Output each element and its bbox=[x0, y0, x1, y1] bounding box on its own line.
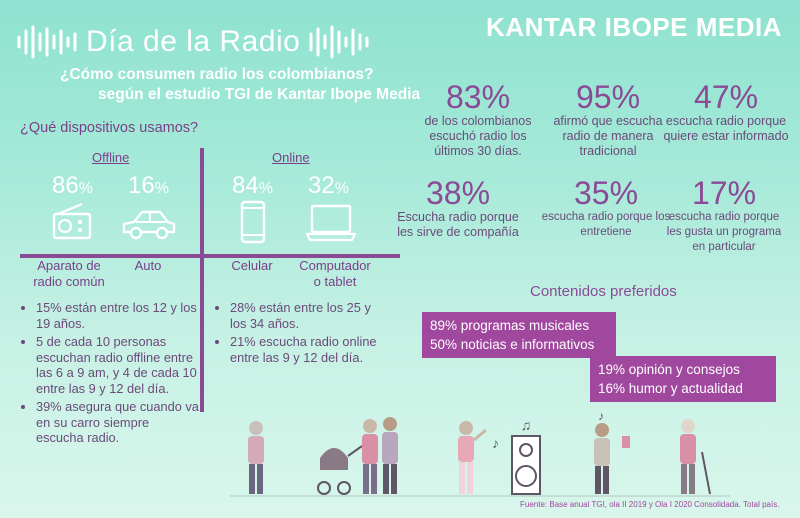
stat-38: 38% Escucha radio porque les sirve de com… bbox=[397, 175, 519, 239]
elderly-figure bbox=[680, 419, 711, 495]
subtitle-line-2: según el estudio TGI de Kantar Ibope Med… bbox=[98, 86, 421, 103]
svg-text:♪: ♪ bbox=[598, 409, 604, 423]
stat-83: 83% de los colombianos escuchó radio los … bbox=[424, 79, 532, 158]
device-label-phone: Celular bbox=[231, 258, 273, 273]
online-heading: Online bbox=[272, 150, 310, 165]
device-percent-car: 16% bbox=[128, 172, 169, 199]
stat-47: 47% escucha radio porque quiere estar inf… bbox=[663, 79, 789, 143]
page-title: Día de la Radio bbox=[86, 25, 301, 58]
horizontal-divider bbox=[20, 254, 400, 258]
stat-95: 95% afirmó que escucha radio de manera tr… bbox=[553, 79, 663, 158]
contenidos-box-2: 19% opinión y consejos 16% humor y actua… bbox=[590, 356, 776, 402]
stroller-figure bbox=[317, 417, 398, 495]
vertical-divider bbox=[200, 148, 204, 412]
device-label-car: Auto bbox=[134, 258, 162, 273]
stat-35: 35% escucha radio porque los entretiene bbox=[541, 175, 671, 238]
subtitle-line-1: ¿Cómo consumen radio los colombianos? bbox=[60, 66, 374, 83]
contenidos-title: Contenidos preferidos bbox=[530, 283, 677, 300]
speaker-figure: ♫ bbox=[511, 417, 541, 495]
people-illustration: ♪ ♫ ♪ bbox=[230, 408, 730, 505]
list-item: 5 de cada 10 personas escuchan radio off… bbox=[36, 334, 200, 396]
device-percent-radio: 86% bbox=[52, 172, 93, 199]
header-title-group: Día de la Radio bbox=[16, 20, 370, 64]
device-percent-laptop: 32% bbox=[308, 172, 349, 199]
list-item: 15% están entre los 12 y los 19 años. bbox=[36, 300, 200, 331]
person-phone-figure: ♪ bbox=[594, 409, 630, 494]
sound-wave-icon bbox=[16, 25, 78, 59]
car-icon bbox=[120, 206, 178, 242]
sound-wave-icon bbox=[308, 25, 370, 59]
dancer-figure: ♪ bbox=[458, 421, 499, 494]
person-figure bbox=[248, 421, 264, 494]
laptop-icon bbox=[306, 204, 356, 242]
offline-heading: Offline bbox=[92, 150, 130, 165]
device-percent-phone: 84% bbox=[232, 172, 273, 199]
list-item: 21% escucha radio online entre las 9 y 1… bbox=[230, 334, 386, 365]
svg-text:♪: ♪ bbox=[492, 435, 499, 451]
devices-question: ¿Qué dispositivos usamos? bbox=[20, 120, 199, 136]
svg-text:♫: ♫ bbox=[521, 417, 532, 433]
online-notes: 28% están entre los 25 y los 34 años. 21… bbox=[214, 300, 386, 368]
offline-notes: 15% están entre los 12 y los 19 años. 5 … bbox=[20, 300, 200, 449]
stat-17: 17% escucha radio porque les gusta un pro… bbox=[666, 175, 782, 253]
list-item: 39% asegura que cuando va en su carro si… bbox=[36, 399, 200, 446]
source-footer: Fuente: Base anual TGI, ola II 2019 y Ol… bbox=[520, 500, 780, 509]
brand-logo: KANTAR IBOPE MEDIA bbox=[486, 12, 782, 42]
contenidos-box-1: 89% programas musicales 50% noticias e i… bbox=[422, 312, 616, 358]
device-label-laptop: Computador o tablet bbox=[299, 258, 371, 289]
device-label-radio: Aparato de radio común bbox=[33, 258, 105, 289]
radio-icon bbox=[52, 200, 92, 240]
list-item: 28% están entre los 25 y los 34 años. bbox=[230, 300, 386, 331]
phone-icon bbox=[240, 200, 266, 244]
